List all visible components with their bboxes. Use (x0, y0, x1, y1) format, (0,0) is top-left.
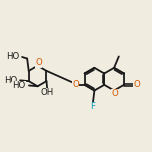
Text: HO: HO (4, 76, 17, 85)
Text: OH: OH (41, 88, 54, 97)
Text: HO: HO (12, 81, 26, 90)
Text: F: F (90, 102, 95, 111)
Text: O: O (72, 80, 79, 89)
Text: O: O (134, 80, 141, 89)
Text: HO: HO (6, 52, 20, 62)
Text: O: O (111, 89, 118, 98)
Text: O: O (35, 58, 42, 67)
